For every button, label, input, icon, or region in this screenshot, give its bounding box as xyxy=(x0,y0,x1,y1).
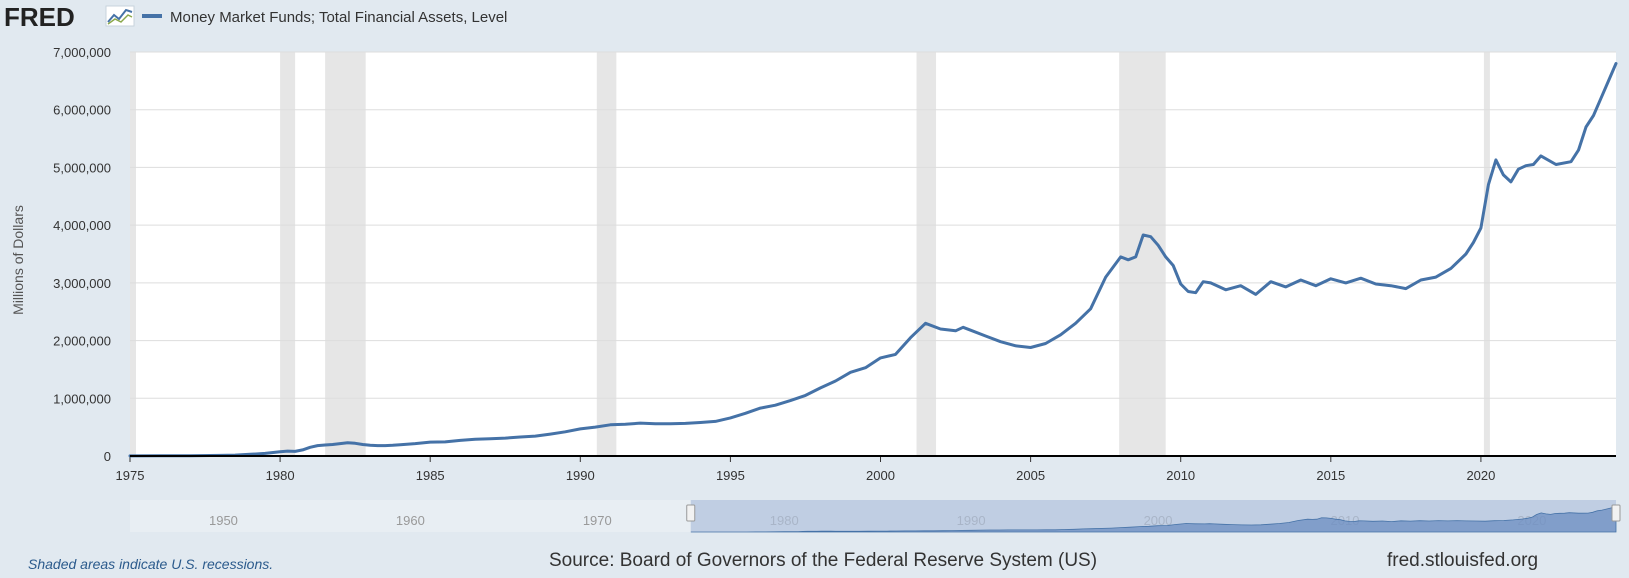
y-tick-label-1: 1,000,000 xyxy=(53,391,111,406)
y-tick-label-5: 5,000,000 xyxy=(53,160,111,175)
recession-band-4 xyxy=(916,52,937,456)
y-tick-label-0: 0 xyxy=(104,449,111,464)
series-line-0[interactable] xyxy=(128,62,1618,458)
navigator-series xyxy=(690,506,1617,533)
x-tick-label-4: 1995 xyxy=(716,468,745,483)
x-axis-ticks: 1975 1980 1985 1990 1995 2000 2005 2010 2015 2020 xyxy=(116,456,1495,483)
legend[interactable]: Money Market Funds; Total Financial Asse… xyxy=(142,9,507,26)
y-tick-label-7: 7,000,000 xyxy=(53,45,111,60)
recession-band-3 xyxy=(596,52,617,456)
x-tick-label-3: 1990 xyxy=(566,468,595,483)
recession-band-2 xyxy=(325,52,366,456)
y-tick-label-6: 6,000,000 xyxy=(53,103,111,118)
navigator-year-label-2: 1970 xyxy=(583,513,612,528)
fred-logo-text: FRED xyxy=(4,2,75,32)
navigator-handle-right[interactable] xyxy=(1611,504,1621,522)
recession-shading xyxy=(130,52,1490,456)
recession-band-5 xyxy=(1119,52,1166,456)
fred-logo-chart-icon xyxy=(105,5,135,27)
site-link[interactable]: fred.stlouisfed.org xyxy=(1387,550,1539,571)
x-tick-label-7: 2010 xyxy=(1166,468,1195,483)
recession-band-6 xyxy=(1483,52,1490,456)
recession-band-1 xyxy=(280,52,296,456)
x-tick-label-1: 1980 xyxy=(266,468,295,483)
legend-series-name: Money Market Funds; Total Financial Asse… xyxy=(170,9,507,26)
navigator-handle-left[interactable] xyxy=(686,504,696,522)
x-tick-label-9: 2020 xyxy=(1466,468,1495,483)
y-axis-title: Millions of Dollars xyxy=(10,205,26,315)
y-axis-ticks: 0 1,000,000 2,000,000 3,000,000 4,000,000 5,0… xyxy=(53,45,111,464)
x-tick-label-0: 1975 xyxy=(116,468,145,483)
y-tick-label-3: 3,000,000 xyxy=(53,276,111,291)
range-navigator[interactable]: 19501960197019801990200020102020 xyxy=(130,500,1621,533)
series-layer[interactable] xyxy=(128,62,1618,458)
fred-logo[interactable]: FRED xyxy=(4,2,135,32)
x-tick-label-2: 1985 xyxy=(416,468,445,483)
x-tick-label-6: 2005 xyxy=(1016,468,1045,483)
y-tick-label-2: 2,000,000 xyxy=(53,334,111,349)
x-tick-label-8: 2015 xyxy=(1316,468,1345,483)
recession-note: Shaded areas indicate U.S. recessions. xyxy=(28,556,274,572)
plot-area xyxy=(130,52,1616,456)
source-text: Source: Board of Governors of the Federa… xyxy=(549,550,1098,571)
x-tick-label-5: 2000 xyxy=(866,468,895,483)
y-tick-label-4: 4,000,000 xyxy=(53,218,111,233)
navigator-year-label-0: 1950 xyxy=(209,513,238,528)
grid-lines xyxy=(130,51,1616,399)
navigator-year-label-1: 1960 xyxy=(396,513,425,528)
recession-band-0 xyxy=(130,52,137,456)
